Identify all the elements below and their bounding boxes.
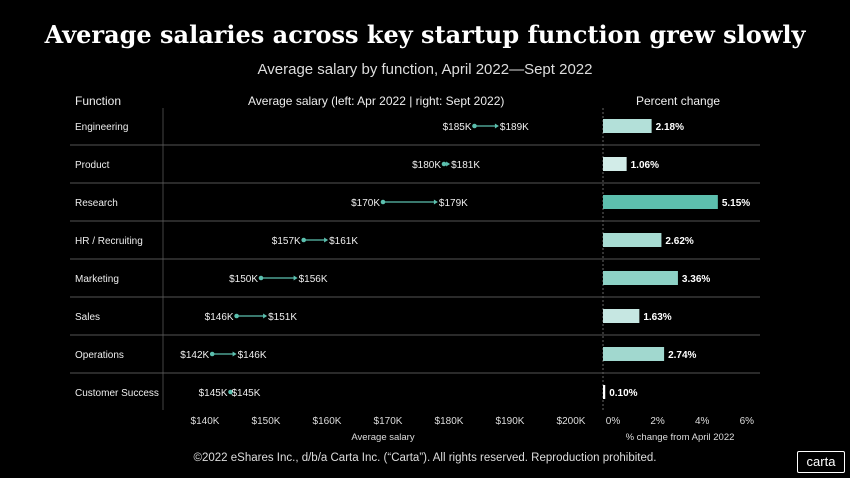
apr-salary-dot xyxy=(380,199,386,205)
function-label: Customer Success xyxy=(75,388,159,399)
arrow-head xyxy=(324,237,329,243)
function-header: Function xyxy=(75,94,122,108)
arrow-head xyxy=(494,123,499,129)
pct-bar xyxy=(603,309,640,323)
apr-salary-label: $185K xyxy=(443,122,472,133)
apr-salary-label: $180K xyxy=(412,160,441,171)
sept-salary-label: $181K xyxy=(451,160,480,171)
arrow-head xyxy=(263,313,268,319)
sept-salary-label: $156K xyxy=(299,274,328,285)
apr-salary-dot xyxy=(441,161,447,167)
apr-salary-dot xyxy=(234,313,239,319)
apr-salary-dot xyxy=(472,123,477,129)
pct-tick-label: 6% xyxy=(740,416,755,427)
pct-bar-label: 1.06% xyxy=(631,160,659,171)
sept-salary-label: $179K xyxy=(439,198,468,209)
arrow-head xyxy=(433,199,438,205)
carta-logo: carta xyxy=(797,451,845,473)
salary-tick-label: $160K xyxy=(313,416,342,427)
arrow-head xyxy=(446,161,451,167)
pct-bar xyxy=(603,119,652,133)
chart-title: Average salaries across key startup func… xyxy=(44,20,806,49)
function-label: Research xyxy=(75,198,118,209)
pct-bar xyxy=(603,157,627,171)
pct-bar-label: 3.36% xyxy=(682,274,710,285)
function-label: HR / Recruiting xyxy=(75,236,143,247)
sept-salary-label: $145K xyxy=(232,388,261,399)
salary-header: Average salary (left: Apr 2022 | right: … xyxy=(248,94,505,108)
copyright-footer: ©2022 eShares Inc., d/b/a Carta Inc. (“C… xyxy=(193,452,657,464)
pct-tick-label: 2% xyxy=(650,416,665,427)
arrow-head xyxy=(293,275,298,281)
pct-tick-label: 0% xyxy=(606,416,621,427)
pct-bar-label: 0.10% xyxy=(609,388,637,399)
sept-salary-label: $189K xyxy=(500,122,529,133)
function-label: Operations xyxy=(75,350,124,361)
salary-tick-label: $200K xyxy=(557,416,586,427)
apr-salary-label: $150K xyxy=(229,274,258,285)
sept-salary-label: $146K xyxy=(238,350,267,361)
pct-bar-label: 2.62% xyxy=(665,236,693,247)
pct-header: Percent change xyxy=(636,94,721,108)
pct-axis-title: % change from April 2022 xyxy=(626,432,735,443)
pct-bar-label: 2.74% xyxy=(668,350,696,361)
apr-salary-label: $142K xyxy=(180,350,209,361)
pct-bar xyxy=(603,195,718,209)
apr-salary-dot xyxy=(258,275,264,281)
pct-bar xyxy=(603,271,678,285)
salary-tick-label: $190K xyxy=(496,416,525,427)
apr-salary-label: $157K xyxy=(272,236,301,247)
apr-salary-label: $146K xyxy=(205,312,234,323)
function-label: Sales xyxy=(75,312,100,323)
chart-subtitle: Average salary by function, April 2022—S… xyxy=(257,61,593,78)
apr-salary-dot xyxy=(209,351,215,357)
pct-bar-label: 2.18% xyxy=(656,122,684,133)
function-label: Marketing xyxy=(75,274,119,285)
sept-salary-label: $161K xyxy=(329,236,358,247)
apr-salary-dot xyxy=(228,389,233,395)
salary-tick-label: $180K xyxy=(435,416,464,427)
pct-bar-label: 1.63% xyxy=(643,312,671,323)
function-label: Engineering xyxy=(75,122,128,133)
pct-bar xyxy=(603,385,606,399)
arrow-head xyxy=(232,351,237,357)
pct-bar xyxy=(603,347,665,361)
apr-salary-label: $170K xyxy=(351,198,380,209)
sept-salary-label: $151K xyxy=(268,312,297,323)
pct-bar-label: 5.15% xyxy=(722,198,750,209)
function-label: Product xyxy=(75,160,110,171)
salary-tick-label: $140K xyxy=(191,416,220,427)
apr-salary-label: $145K xyxy=(199,388,228,399)
pct-tick-label: 4% xyxy=(695,416,710,427)
salary-tick-label: $150K xyxy=(252,416,281,427)
apr-salary-dot xyxy=(301,237,307,243)
pct-bar xyxy=(603,233,662,247)
salary-axis-title: Average salary xyxy=(351,432,414,443)
salary-tick-label: $170K xyxy=(374,416,403,427)
